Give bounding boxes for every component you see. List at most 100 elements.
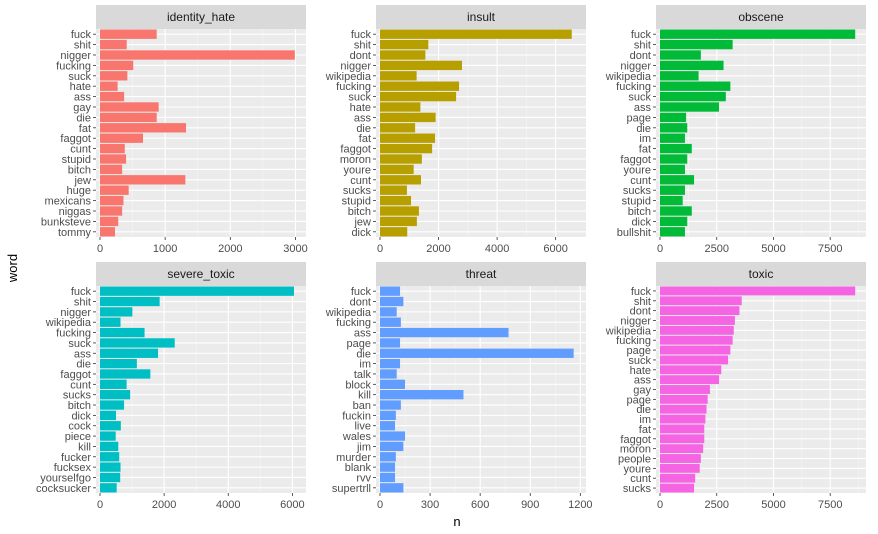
bar-dont <box>380 50 426 60</box>
bar-cocksucker <box>100 483 117 493</box>
x-tick-label: 600 <box>471 499 489 511</box>
bar-youre <box>660 164 685 175</box>
x-tick-label: 0 <box>377 499 383 511</box>
y-tick-label: youre <box>623 463 651 475</box>
y-tick-label: fat <box>79 123 91 135</box>
bar-jew <box>100 175 186 185</box>
bar-die <box>100 112 157 123</box>
bar-bitch <box>100 164 123 175</box>
bar-stupid <box>100 154 127 164</box>
y-tick-label: wikipedia <box>605 325 652 337</box>
x-tick-label: 0 <box>97 243 103 255</box>
y-tick-label: jew <box>353 216 371 228</box>
y-tick-label: die <box>636 123 651 135</box>
panel-background <box>656 29 866 237</box>
bar-wikipedia <box>660 325 734 335</box>
y-tick-label: suck <box>68 71 91 83</box>
bar-tommy <box>100 227 115 237</box>
y-tick-label: dick <box>71 410 91 422</box>
panel-identity_hate: identity_hate 0 1000 2000 3000 fuckshitnigger… <box>41 5 308 255</box>
y-tick-label: ass <box>354 112 372 124</box>
y-tick-label: die <box>76 112 91 124</box>
bar-dick <box>380 227 408 237</box>
bar-page <box>380 338 401 348</box>
bar-ass <box>100 91 125 102</box>
y-tick-label: suck <box>68 338 91 350</box>
bar-ass <box>660 375 720 385</box>
x-tick-label: 4000 <box>485 243 509 255</box>
y-tick-label: sucks <box>623 483 652 495</box>
y-tick-label: cunt <box>70 379 91 391</box>
bar-shit <box>660 296 742 306</box>
panel-background <box>376 29 586 237</box>
y-tick-label: hate <box>70 81 91 93</box>
bar-bitch <box>100 400 125 410</box>
bar-sucks <box>100 390 131 400</box>
x-tick-label: 0 <box>657 243 663 255</box>
bar-rvv <box>380 472 396 483</box>
y-tick-label: nigger <box>620 60 651 72</box>
y-tick-label: fucking <box>336 81 371 93</box>
y-tick-label: shit <box>74 40 91 52</box>
y-tick-label: fucking <box>616 81 651 93</box>
y-tick-label: fuck <box>351 29 372 41</box>
bar-fucker <box>100 452 120 462</box>
y-tick-label: faggot <box>620 154 651 166</box>
bar-cunt <box>380 175 421 185</box>
y-tick-label: tommy <box>58 227 92 239</box>
bar-jim <box>380 441 404 452</box>
bar-ass <box>380 112 436 123</box>
bar-ass <box>380 327 509 338</box>
y-tick-label: fuck <box>631 286 652 298</box>
bar-die <box>660 404 707 414</box>
bar-faggot <box>660 154 688 164</box>
y-tick-label: suck <box>628 92 651 104</box>
y-tick-label: fucksex <box>54 462 92 474</box>
bar-dont <box>660 306 740 316</box>
bar-dick <box>100 410 117 421</box>
bar-kill <box>100 441 119 452</box>
bar-youre <box>660 463 700 473</box>
y-tick-label: stupid <box>622 196 651 208</box>
panel-insult: insult 0 2000 4000 6000 fuckshitdontniggerwik… <box>325 5 586 255</box>
panel-obscene: obscene 0 2500 5000 7500 fuckshitdontniggerwi… <box>605 5 866 255</box>
y-tick-label: sucks <box>343 185 372 197</box>
y-tick-label: stupid <box>62 154 91 166</box>
bar-piece <box>100 431 116 441</box>
bar-hate <box>380 102 421 112</box>
bar-fucking <box>660 335 733 345</box>
y-tick-label: youre <box>623 164 651 176</box>
y-tick-label: nigger <box>60 50 91 62</box>
strip-label: toxic <box>749 267 774 281</box>
y-tick-label: bunksteve <box>41 216 91 228</box>
bar-hate <box>660 365 722 375</box>
panel-toxic: toxic 0 2500 5000 7500 fuckshitdontniggerwiki… <box>605 262 866 511</box>
x-tick-label: 5000 <box>761 243 785 255</box>
y-tick-label: fucking <box>616 335 651 347</box>
y-tick-label: faggot <box>620 434 651 446</box>
y-tick-label: live <box>354 421 371 433</box>
y-tick-label: page <box>627 112 651 124</box>
y-tick-label: blank <box>345 462 372 474</box>
bar-suck <box>100 71 128 81</box>
y-tick-label: ass <box>74 92 92 104</box>
bar-cunt <box>100 379 127 389</box>
bar-fuck <box>100 286 294 296</box>
y-tick-label: dick <box>631 216 651 228</box>
y-tick-label: cunt <box>630 473 651 485</box>
bar-dont <box>660 50 701 60</box>
bar-sucks <box>660 185 685 195</box>
y-tick-label: yourselfgo <box>40 472 91 484</box>
bar-im <box>380 358 401 369</box>
y-tick-label: shit <box>74 297 91 309</box>
y-tick-label: people <box>618 454 651 466</box>
x-tick-label: 0 <box>657 499 663 511</box>
bar-fuck <box>380 286 401 296</box>
y-tick-label: ass <box>634 102 652 114</box>
y-tick-label: fuck <box>71 286 92 298</box>
y-tick-label: dick <box>351 227 371 239</box>
y-tick-label: piece <box>65 431 91 443</box>
bar-shit <box>380 39 429 50</box>
strip-label: threat <box>466 267 497 281</box>
